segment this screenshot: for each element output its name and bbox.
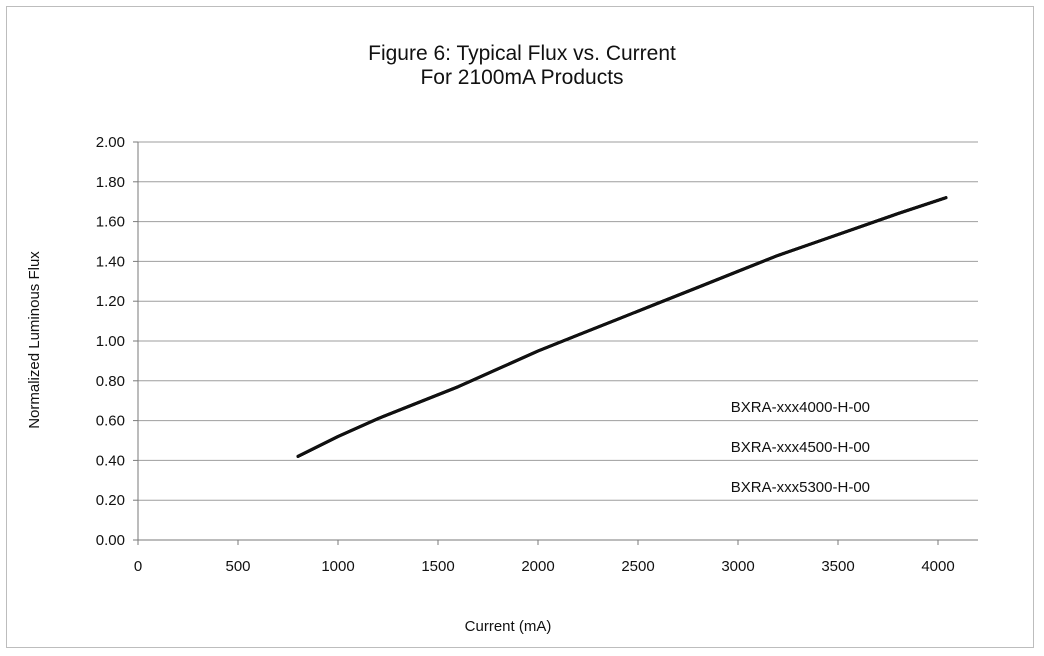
chart-title: Figure 6: Typical Flux vs. Current For 2… (0, 42, 1044, 90)
series-lines (296, 196, 948, 458)
legend: BXRA-xxx4000-H-00 BXRA-xxx4500-H-00 BXRA-x… (731, 399, 870, 496)
x-tick-label: 0 (134, 558, 142, 575)
x-tick-label: 1500 (421, 558, 454, 575)
x-tick-label: 2000 (521, 558, 554, 575)
chart-title-line1: Figure 6: Typical Flux vs. Current (368, 42, 676, 65)
legend-entry-3: BXRA-xxx5300-H-00 (731, 479, 870, 496)
legend-entry-1: BXRA-xxx4000-H-00 (731, 399, 870, 416)
grid-lines (138, 141, 978, 501)
x-tick-label: 3500 (821, 558, 854, 575)
x-axis-title: Current (mA) (465, 618, 552, 635)
y-tick-label: 1.40 (96, 253, 125, 270)
x-tick-label: 500 (225, 558, 250, 575)
x-tick-label: 4000 (921, 558, 954, 575)
chart-title-line2: For 2100mA Products (420, 66, 624, 89)
x-tick-label: 1000 (321, 558, 354, 575)
y-tick-label: 0.20 (96, 492, 125, 509)
tick-labels: 0.00 0.20 0.40 0.60 0.80 1.00 1.20 1.40 1.60 1.80… (96, 134, 955, 575)
y-tick-label: 0.40 (96, 452, 125, 469)
x-tick-label: 3000 (721, 558, 754, 575)
series-line-3 (296, 196, 948, 458)
chart-frame (6, 6, 1034, 648)
x-tick-label: 2500 (621, 558, 654, 575)
series-line-2 (296, 196, 948, 458)
y-tick-label: 1.60 (96, 214, 125, 231)
y-tick-label: 1.80 (96, 174, 125, 191)
legend-entry-2: BXRA-xxx4500-H-00 (731, 439, 870, 456)
y-axis-title: Normalized Luminous Flux (26, 251, 43, 429)
y-tick-label: 1.00 (96, 333, 125, 350)
y-tick-label: 0.00 (96, 532, 125, 549)
series-line-1 (296, 196, 948, 458)
y-tick-label: 0.60 (96, 413, 125, 430)
y-tick-label: 0.80 (96, 373, 125, 390)
y-tick-label: 1.20 (96, 293, 125, 310)
axes (133, 141, 978, 545)
y-tick-label: 2.00 (96, 134, 125, 151)
